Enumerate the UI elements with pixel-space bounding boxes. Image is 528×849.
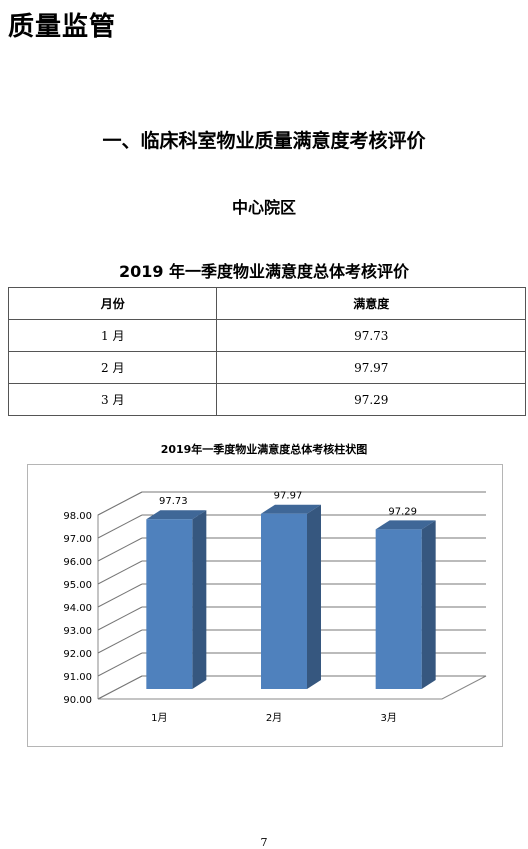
y-tick-label: 96.00 bbox=[63, 557, 92, 568]
y-tick-label: 91.00 bbox=[63, 672, 92, 683]
bar-side bbox=[421, 520, 436, 689]
y-tick-label: 95.00 bbox=[63, 580, 92, 591]
table-row: 2 月 97.97 bbox=[7, 351, 526, 384]
y-tick-label: 92.00 bbox=[63, 649, 92, 660]
bar-chart: 90.00 91.00 92.00 93.00 94.00 95.00 96.00 97.00… bbox=[27, 464, 503, 747]
gridline-depth bbox=[97, 606, 143, 631]
table-title: 2019 年一季度物业满意度总体考核评价 bbox=[118, 262, 410, 281]
bar-top bbox=[146, 510, 207, 520]
x-tick-label: 3月 bbox=[380, 712, 396, 724]
x-tick-label: 1月 bbox=[151, 712, 167, 724]
page-number: 7 bbox=[260, 836, 268, 849]
page-title: 质量监管 bbox=[8, 12, 117, 42]
bar bbox=[375, 529, 422, 689]
gridline-depth bbox=[97, 583, 143, 608]
bar-top bbox=[261, 504, 321, 514]
bar bbox=[146, 519, 193, 689]
campus-heading: 中心院区 bbox=[231, 198, 296, 217]
x-tick-label: 2月 bbox=[266, 712, 282, 724]
gridline-depth bbox=[97, 675, 143, 700]
table-header-row: 月份 满意度 bbox=[7, 287, 526, 320]
table-row: 1 月 97.73 bbox=[7, 319, 526, 352]
bar-side bbox=[307, 504, 321, 689]
y-tick-label: 90.00 bbox=[63, 695, 92, 706]
bar-side bbox=[192, 510, 207, 689]
bar bbox=[261, 513, 307, 689]
cell-month: 3 月 bbox=[7, 383, 218, 416]
cell-month: 2 月 bbox=[7, 351, 218, 384]
data-label: 97.73 bbox=[159, 496, 188, 507]
section-heading: 一、临床科室物业质量满意度考核评价 bbox=[102, 130, 426, 152]
cell-month: 1 月 bbox=[7, 319, 218, 352]
gridline-depth bbox=[97, 629, 143, 654]
cell-satisfaction: 97.73 bbox=[216, 319, 526, 352]
gridline-depth bbox=[97, 652, 143, 677]
column-header-month: 月份 bbox=[7, 287, 218, 320]
satisfaction-table: 月份 满意度 1 月 97.73 2 月 97.97 3 月 97.29 bbox=[7, 287, 526, 416]
bar-chart-svg: 90.00 91.00 92.00 93.00 94.00 95.00 96.00 97.00… bbox=[63, 491, 487, 724]
cell-satisfaction: 97.29 bbox=[216, 383, 526, 416]
gridline-depth bbox=[97, 560, 143, 585]
y-tick-label: 94.00 bbox=[63, 603, 92, 614]
chart-title: 2019年一季度物业满意度总体考核柱状图 bbox=[160, 443, 368, 456]
gridline-depth bbox=[97, 537, 143, 562]
y-tick-label: 97.00 bbox=[63, 534, 92, 545]
gridline-depth bbox=[97, 514, 143, 539]
gridline-depth bbox=[97, 491, 143, 516]
data-label: 97.29 bbox=[388, 506, 417, 517]
column-header-satisfaction: 满意度 bbox=[216, 287, 526, 320]
table-row: 3 月 97.29 bbox=[7, 383, 526, 416]
data-label: 97.97 bbox=[274, 491, 303, 502]
y-tick-label: 93.00 bbox=[63, 626, 92, 637]
bar-top bbox=[375, 520, 436, 530]
cell-satisfaction: 97.97 bbox=[216, 351, 526, 384]
y-tick-label: 98.00 bbox=[63, 511, 92, 522]
